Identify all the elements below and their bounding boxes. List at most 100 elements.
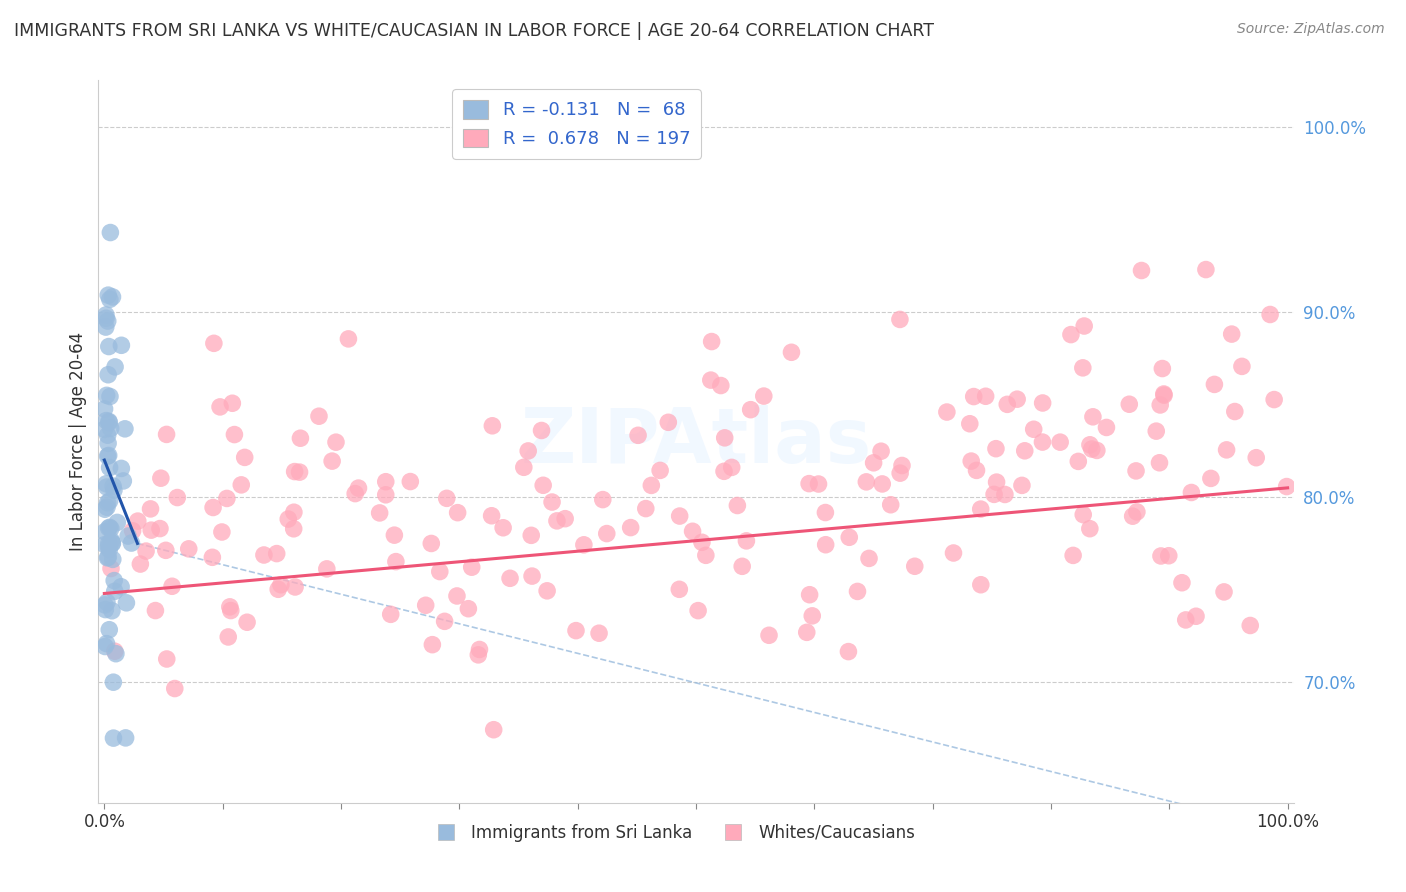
Point — [283, 505, 305, 519]
Point — [1180, 485, 1202, 500]
Point — [270, 578, 292, 592]
Point — [96, 500, 118, 515]
Point — [110, 338, 132, 352]
Point — [1062, 549, 1084, 563]
Point — [814, 538, 837, 552]
Point — [620, 520, 643, 534]
Point — [1239, 618, 1261, 632]
Point — [682, 524, 704, 539]
Point — [468, 642, 491, 657]
Point — [267, 582, 290, 597]
Point — [807, 477, 830, 491]
Point — [1275, 479, 1298, 493]
Point — [758, 628, 780, 642]
Point — [288, 465, 311, 479]
Point — [98, 389, 121, 403]
Point — [838, 530, 860, 544]
Point — [713, 464, 735, 478]
Point — [325, 435, 347, 450]
Point — [233, 450, 256, 465]
Point — [97, 414, 120, 428]
Point — [1126, 505, 1149, 519]
Point — [1149, 398, 1171, 412]
Point — [1174, 613, 1197, 627]
Point — [97, 314, 120, 328]
Point — [436, 491, 458, 506]
Point — [218, 599, 240, 614]
Point — [149, 471, 172, 485]
Point — [308, 409, 330, 424]
Point — [740, 402, 762, 417]
Point — [98, 520, 121, 534]
Point — [97, 449, 120, 463]
Point — [344, 486, 367, 500]
Point — [121, 524, 143, 538]
Point — [995, 397, 1018, 411]
Point — [374, 475, 396, 489]
Point — [499, 571, 522, 585]
Point — [1230, 359, 1253, 374]
Point — [201, 550, 224, 565]
Point — [202, 336, 225, 351]
Point — [149, 522, 172, 536]
Point — [799, 588, 821, 602]
Point — [1022, 422, 1045, 436]
Point — [145, 603, 167, 617]
Point — [735, 533, 758, 548]
Point — [870, 444, 893, 458]
Point — [855, 475, 877, 489]
Point — [224, 427, 246, 442]
Point — [160, 579, 183, 593]
Point — [752, 389, 775, 403]
Point — [253, 548, 276, 562]
Point — [846, 584, 869, 599]
Point — [141, 523, 163, 537]
Point — [114, 731, 136, 745]
Point — [94, 524, 117, 539]
Point — [97, 436, 120, 450]
Point — [1213, 585, 1236, 599]
Point — [640, 478, 662, 492]
Point — [94, 502, 117, 516]
Point — [100, 521, 122, 535]
Point — [461, 560, 484, 574]
Point — [374, 488, 396, 502]
Point — [236, 615, 259, 630]
Point — [98, 416, 121, 430]
Point — [695, 549, 717, 563]
Point — [382, 528, 405, 542]
Point — [231, 478, 253, 492]
Point — [93, 401, 115, 416]
Point — [96, 595, 118, 609]
Point — [202, 500, 225, 515]
Point — [290, 431, 312, 445]
Point — [541, 495, 564, 509]
Point — [1011, 478, 1033, 492]
Point — [713, 431, 735, 445]
Point — [422, 638, 444, 652]
Point — [1258, 308, 1281, 322]
Point — [904, 559, 927, 574]
Point — [94, 308, 117, 322]
Point — [780, 345, 803, 359]
Point — [650, 463, 672, 477]
Point — [1150, 549, 1173, 563]
Point — [1118, 397, 1140, 411]
Point — [935, 405, 957, 419]
Point — [1185, 609, 1208, 624]
Point — [96, 480, 118, 494]
Text: Source: ZipAtlas.com: Source: ZipAtlas.com — [1237, 22, 1385, 37]
Point — [481, 508, 503, 523]
Point — [710, 378, 733, 392]
Point — [870, 477, 893, 491]
Point — [104, 644, 127, 658]
Point — [96, 414, 118, 428]
Point — [1085, 443, 1108, 458]
Point — [1080, 442, 1102, 456]
Point — [100, 226, 122, 240]
Point — [97, 550, 120, 565]
Point — [110, 580, 132, 594]
Point — [984, 442, 1007, 456]
Point — [215, 491, 238, 506]
Point — [1032, 396, 1054, 410]
